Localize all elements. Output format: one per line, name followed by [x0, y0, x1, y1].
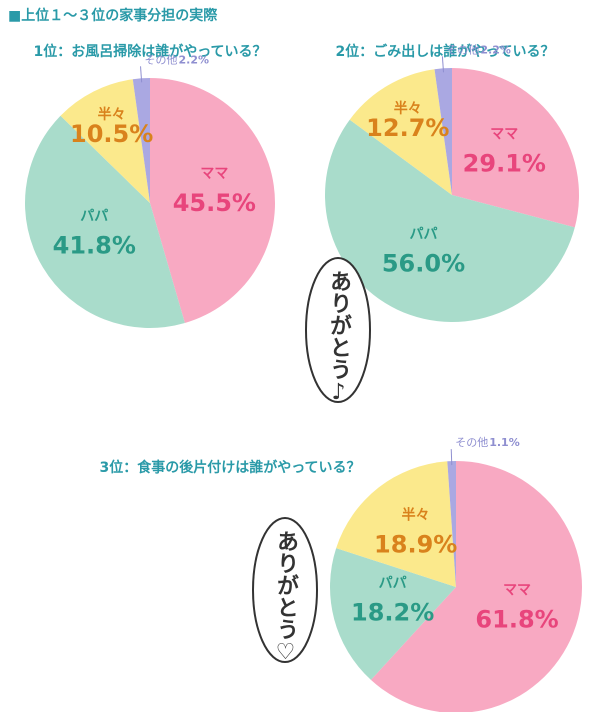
leader-line: [140, 66, 143, 83]
chart-subtitle: 2位：ごみ出しは誰がやっている？: [335, 43, 554, 60]
slice-label: パパ: [379, 576, 407, 592]
chart-subtitle: 3位：食事の後片付けは誰がやっている？: [99, 459, 360, 476]
leader-line: [450, 449, 453, 466]
slice-label: 半々: [394, 100, 422, 117]
pie-slice: [336, 461, 456, 587]
value-label: 10.5%: [70, 120, 153, 148]
value-label: 2.2%: [179, 53, 210, 66]
value-label: 18.9%: [374, 530, 457, 558]
value-label: 29.1%: [463, 150, 546, 178]
pie-slice: [452, 68, 579, 228]
value-label: 18.2%: [351, 599, 434, 627]
pie-slice: [434, 68, 452, 195]
value-label: 2.2%: [480, 43, 511, 56]
page-title: ■上位１〜３位の家事分担の実際: [8, 7, 218, 24]
slice-label: その他: [446, 43, 479, 56]
slice-label: パパ: [410, 227, 438, 243]
pie-slice: [325, 119, 575, 322]
value-label: 1.1%: [489, 436, 520, 449]
pie-slice: [370, 461, 582, 712]
slice-label: パパ: [80, 208, 108, 224]
slice-label: ママ: [490, 127, 518, 143]
value-label: 61.8%: [475, 606, 558, 634]
chart-subtitle: 1位：お風呂掃除は誰がやっている？: [33, 43, 266, 60]
speech-bubble: [252, 517, 318, 663]
speech-text: ありがとう♡: [273, 530, 298, 665]
speech-text: ありがとう♪: [326, 270, 351, 405]
slice-label: 半々: [98, 106, 126, 123]
value-label: 41.8%: [53, 231, 136, 259]
speech-bubble: [305, 257, 371, 403]
pie-slice: [349, 69, 452, 195]
slice-label: その他: [145, 53, 178, 66]
value-label: 12.7%: [366, 114, 449, 142]
leader-line: [441, 56, 445, 73]
slice-label: ママ: [200, 166, 228, 182]
pie-slice: [447, 461, 456, 587]
slice-label: 半々: [402, 506, 430, 523]
slice-label: ママ: [503, 583, 531, 599]
pie-slice: [330, 548, 456, 680]
pie-slice: [24, 115, 185, 329]
value-label: 56.0%: [382, 250, 465, 278]
slice-label: その他: [455, 436, 488, 449]
pie-slice: [132, 78, 150, 203]
pie-slice: [150, 78, 276, 324]
value-label: 45.5%: [173, 189, 256, 217]
pie-slice: [60, 79, 151, 203]
